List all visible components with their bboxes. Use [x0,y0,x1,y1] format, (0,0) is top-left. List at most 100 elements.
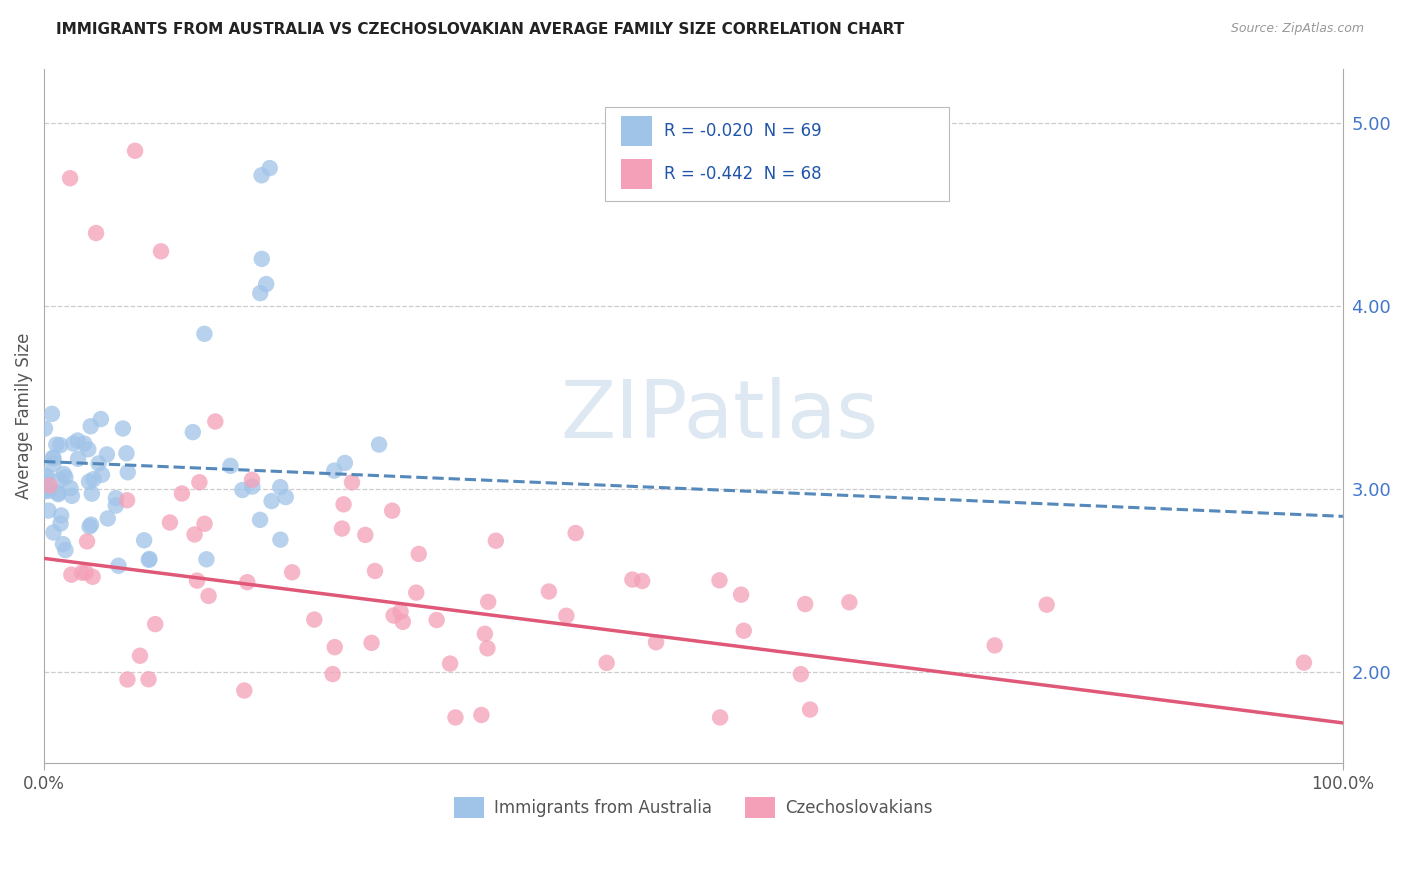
Text: Source: ZipAtlas.com: Source: ZipAtlas.com [1230,22,1364,36]
Point [77,442,100,457]
Point [269,480,291,494]
Point [730,588,752,602]
Point [159,516,181,530]
Point [67,451,90,466]
Point [485,533,508,548]
Point [631,574,654,588]
Point [188,475,211,490]
Point [138,552,160,566]
Point [240,473,263,487]
Point [340,475,363,490]
Point [477,595,499,609]
Point [143,617,166,632]
Point [70,566,93,580]
Text: R = -0.442  N = 68: R = -0.442 N = 68 [664,165,821,183]
Point [799,702,821,716]
Point [46,487,69,501]
Point [37,469,59,483]
Point [73,436,96,450]
Point [304,613,326,627]
Point [281,566,304,580]
Point [555,608,578,623]
Point [34,421,56,435]
Point [360,636,382,650]
Point [470,708,492,723]
Point [733,624,755,638]
Point [117,673,139,687]
Point [333,456,356,470]
Point [259,161,281,175]
Point [49,516,72,531]
Point [794,597,817,611]
Point [260,494,283,508]
Point [107,558,129,573]
Point [405,585,427,599]
Point [477,641,499,656]
Y-axis label: Average Family Size: Average Family Size [15,333,32,499]
Point [76,534,98,549]
Point [392,615,415,629]
Point [62,436,84,450]
Point [595,656,617,670]
Point [250,168,273,182]
Point [621,573,644,587]
Point [124,144,146,158]
Text: ZIPatlas: ZIPatlas [561,376,879,455]
Point [1292,656,1315,670]
Point [115,446,138,460]
Point [330,522,353,536]
Point [274,490,297,504]
Point [117,465,139,479]
Point [323,464,346,478]
Point [129,648,152,663]
Point [59,481,82,495]
Point [354,528,377,542]
Point [52,467,75,481]
Point [34,468,56,483]
Point [96,447,118,461]
Point [389,605,412,619]
Point [231,483,253,497]
Point [90,412,112,426]
Point [233,683,256,698]
Point [52,537,75,551]
Point [45,437,67,451]
Point [79,519,101,533]
Point [82,570,104,584]
Point [138,553,160,567]
Point [91,467,114,482]
Point [75,566,97,580]
Point [537,584,560,599]
Point [269,533,291,547]
Point [104,499,127,513]
Point [59,171,82,186]
Point [55,470,77,484]
Point [332,497,354,511]
Point [645,635,668,649]
Point [790,667,813,681]
Point [97,511,120,525]
Point [193,326,215,341]
Point [709,574,731,588]
Point [42,450,65,465]
Point [111,421,134,435]
Point [183,527,205,541]
Point [77,475,100,489]
Point [408,547,430,561]
Point [79,419,101,434]
Point [709,710,731,724]
Point [150,244,173,259]
Point [42,525,65,540]
Point [381,503,404,517]
Point [250,252,273,266]
Text: IMMIGRANTS FROM AUSTRALIA VS CZECHOSLOVAKIAN AVERAGE FAMILY SIZE CORRELATION CHA: IMMIGRANTS FROM AUSTRALIA VS CZECHOSLOVA… [56,22,904,37]
Point [42,451,65,466]
Point [34,484,56,499]
Point [181,425,204,439]
Point [104,491,127,505]
Point [564,526,586,541]
Point [236,575,259,590]
Point [1035,598,1057,612]
Point [80,486,103,500]
Point [48,486,70,500]
